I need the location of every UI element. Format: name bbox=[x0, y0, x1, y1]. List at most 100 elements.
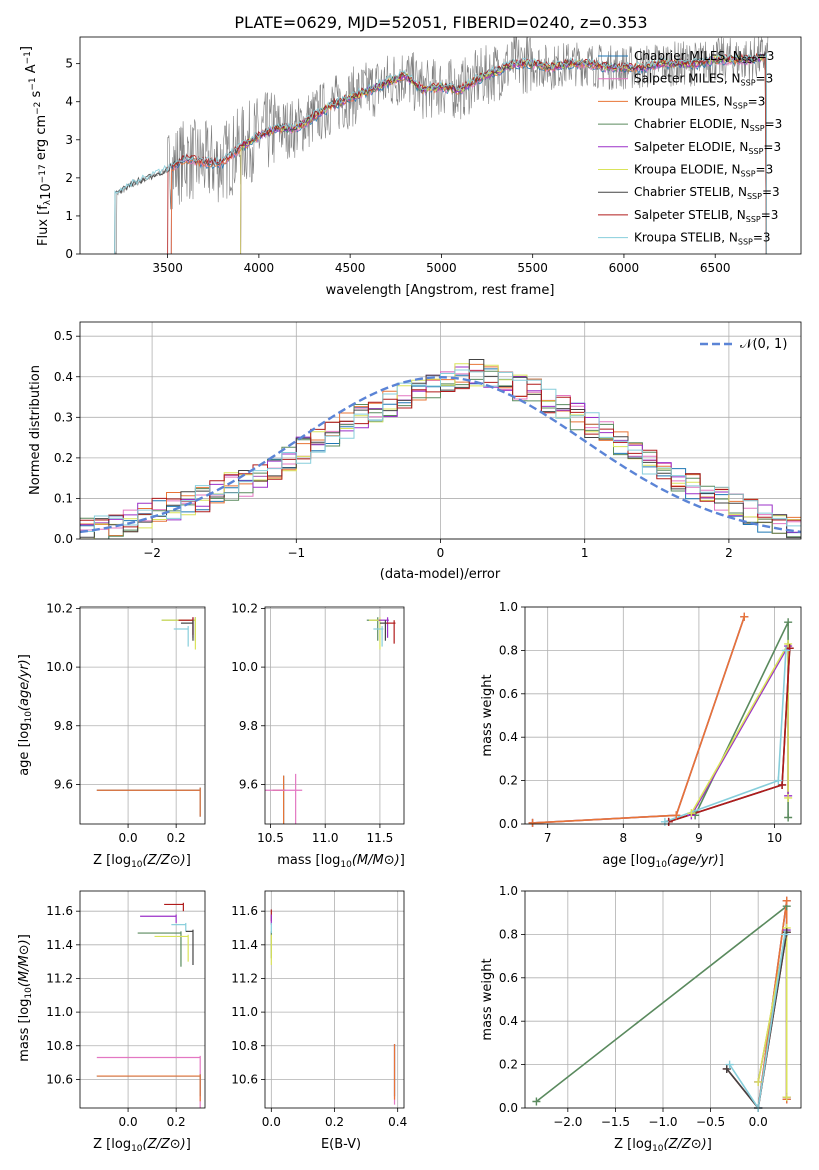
x-tick-label: 2 bbox=[725, 546, 733, 560]
y-tick-label: 10.8 bbox=[231, 1039, 258, 1053]
y-label-part: −1 bbox=[23, 51, 33, 64]
model-line bbox=[114, 52, 767, 254]
histogram-step bbox=[80, 369, 801, 532]
axes-frame bbox=[264, 606, 405, 825]
x-tick-label: −2 bbox=[143, 546, 161, 560]
plot-area bbox=[114, 37, 769, 254]
y-tick-label: 0.8 bbox=[499, 927, 518, 941]
y-label-part: ] bbox=[19, 46, 34, 51]
label-sub: 10 bbox=[131, 860, 143, 870]
x-tick-label: 11.5 bbox=[367, 831, 394, 845]
x-axis-label: wavelength [Angstrom, rest frame] bbox=[326, 283, 555, 298]
y-tick-label: 1.0 bbox=[499, 884, 518, 898]
panel-age_vs_mass: 10.5 11.0 11.5 9.6 9.8 10.0 10.2 mass [log10(M/… bbox=[231, 601, 405, 870]
x-axis-label: Z [log10(Z/Z⊙)] bbox=[93, 853, 191, 870]
legend-sub: SSP bbox=[747, 192, 762, 201]
legend-suffix: =3 bbox=[756, 72, 774, 86]
y-label-part: −2 bbox=[33, 102, 43, 115]
mass-weight-marker bbox=[784, 639, 793, 648]
label-part: (Z/Z⊙) bbox=[143, 1137, 186, 1152]
axes-frame bbox=[79, 321, 802, 540]
x-tick-label: 0 bbox=[437, 546, 445, 560]
label-part: (age/yr) bbox=[17, 659, 32, 711]
mass-weight-line bbox=[532, 616, 746, 824]
x-tick-label: 4500 bbox=[335, 261, 366, 275]
y-axis-label: Normed distribution bbox=[28, 365, 43, 495]
y-tick-label: 0.4 bbox=[499, 1014, 518, 1028]
x-tick-label: 6500 bbox=[700, 261, 731, 275]
mass-weight-line bbox=[532, 616, 746, 824]
mass-weight-line bbox=[535, 904, 788, 1103]
x-axis-label: (data-model)/error bbox=[380, 567, 501, 582]
legend-sub: SSP bbox=[738, 238, 753, 247]
label-part: (age/yr) bbox=[667, 853, 719, 868]
panel-spectrum: 3500 4000 4500 5000 5500 6000 6500 0 1 2 3 4 5 Chabri… bbox=[19, 36, 802, 298]
y-tick-label: 11.0 bbox=[46, 1005, 73, 1019]
y-tick-label: 0.4 bbox=[54, 370, 73, 384]
y-tick-label: 9.8 bbox=[54, 719, 73, 733]
y-tick-label: 9.6 bbox=[54, 777, 73, 791]
x-tick-label: 3500 bbox=[152, 261, 183, 275]
y-label-part: −17 bbox=[38, 164, 48, 183]
x-axis-label: Z [log10(Z/Z⊙)] bbox=[93, 1137, 191, 1154]
label-part: ] bbox=[719, 853, 724, 868]
plot-area bbox=[80, 359, 801, 539]
y-tick-label: 11.6 bbox=[231, 904, 258, 918]
label-part: ] bbox=[186, 853, 191, 868]
y-label-part: erg cm bbox=[34, 115, 49, 164]
mass-weight-line bbox=[726, 932, 788, 1108]
label-part: Z [log bbox=[614, 1137, 652, 1152]
mass-weight-marker bbox=[722, 1064, 731, 1073]
y-label-part: 10 bbox=[39, 183, 54, 200]
axes-frame bbox=[524, 890, 802, 1109]
mass-weight-marker bbox=[532, 1097, 541, 1106]
x-tick-label: 8 bbox=[619, 831, 627, 845]
mass-weight-marker bbox=[725, 1060, 734, 1069]
label-part: Z [log bbox=[93, 853, 131, 868]
y-axis-label: age [log10(age/yr)] bbox=[17, 654, 34, 776]
label-sub: 10 bbox=[652, 1144, 664, 1154]
plot-area bbox=[532, 616, 791, 824]
y-axis-label: mass weight bbox=[480, 674, 495, 756]
plot-area bbox=[96, 902, 201, 1108]
label-sub: 10 bbox=[24, 987, 34, 999]
x-tick-label: 0.4 bbox=[388, 1115, 407, 1129]
label-part: (M/M⊙) bbox=[17, 939, 32, 987]
y-tick-label: 11.2 bbox=[231, 971, 258, 985]
x-axis-label: age [log10(age/yr)] bbox=[602, 853, 724, 870]
axes-frame bbox=[79, 36, 802, 255]
x-tick-label: 11.0 bbox=[312, 831, 339, 845]
y-tick-label: 5 bbox=[65, 57, 73, 71]
legend-sub: SSP bbox=[741, 170, 756, 179]
legend: Chabrier MILES, NSSP=3 Salpeter MILES, NS… bbox=[598, 49, 782, 247]
x-tick-label: 0.2 bbox=[325, 1115, 344, 1129]
x-tick-label: 5000 bbox=[426, 261, 457, 275]
x-axis-label: E(B-V) bbox=[321, 1137, 361, 1152]
y-tick-label: 9.6 bbox=[239, 777, 258, 791]
legend-sub: SSP bbox=[733, 101, 748, 110]
label-part: ] bbox=[17, 934, 32, 939]
label-sub: 10 bbox=[655, 860, 667, 870]
y-tick-label: 11.4 bbox=[231, 938, 258, 952]
y-tick-label: 11.2 bbox=[46, 971, 73, 985]
y-tick-label: 0.0 bbox=[54, 532, 73, 546]
y-axis-label: Flux [fλ10−17 erg cm−2 s−1 A−1] bbox=[19, 46, 54, 246]
x-tick-label: 4000 bbox=[244, 261, 275, 275]
y-tick-label: 0.2 bbox=[54, 451, 73, 465]
label-part: age [log bbox=[602, 853, 655, 868]
y-tick-label: 0 bbox=[65, 247, 73, 261]
x-tick-label: 0.2 bbox=[167, 831, 186, 845]
legend-sub: SSP bbox=[748, 147, 763, 156]
legend-sub: SSP bbox=[746, 215, 761, 224]
legend-entry: Salpeter STELIB, NSSP=3 bbox=[634, 208, 778, 224]
y-tick-label: 11.6 bbox=[46, 904, 73, 918]
legend-suffix: =3 bbox=[748, 94, 766, 108]
y-tick-label: 0.1 bbox=[54, 491, 73, 505]
x-tick-label: 0.0 bbox=[119, 1115, 138, 1129]
mass-weight-marker bbox=[781, 646, 790, 655]
legend-suffix: =3 bbox=[761, 208, 779, 222]
legend-entry: Kroupa STELIB, NSSP=3 bbox=[634, 231, 771, 247]
plot-area bbox=[96, 617, 201, 817]
x-tick-label: 10 bbox=[767, 831, 782, 845]
